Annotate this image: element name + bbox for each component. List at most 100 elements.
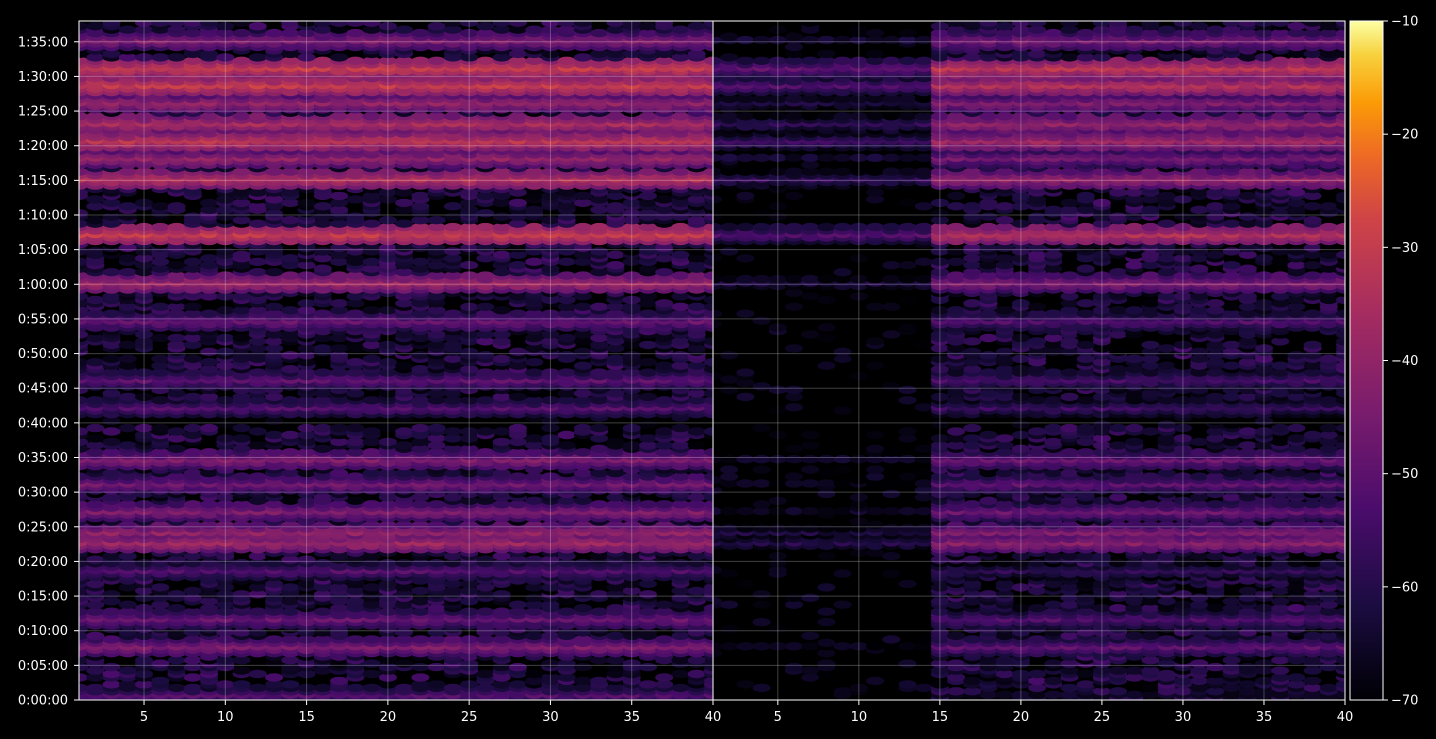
heat-cell bbox=[79, 219, 88, 228]
heat-cell bbox=[248, 268, 267, 277]
heat-cell bbox=[525, 669, 544, 679]
heat-cell bbox=[346, 309, 365, 318]
heat-cell bbox=[135, 593, 153, 602]
heat-cell bbox=[135, 656, 153, 665]
heat-cell bbox=[167, 261, 186, 270]
heat-cell bbox=[135, 423, 153, 433]
heat-cell bbox=[167, 309, 186, 318]
heat-cell bbox=[79, 586, 88, 596]
heat-cell bbox=[492, 607, 511, 616]
heat-cell bbox=[232, 434, 251, 443]
heat-cell bbox=[118, 243, 137, 253]
heat-cell bbox=[476, 427, 495, 436]
heat-cell bbox=[232, 590, 251, 599]
heat-cell bbox=[232, 680, 251, 689]
heat-cell bbox=[79, 656, 88, 665]
heat-cell bbox=[313, 344, 332, 353]
heat-cell bbox=[216, 635, 235, 644]
heat-cell bbox=[135, 167, 153, 176]
heat-cell bbox=[135, 500, 153, 509]
heat-cell bbox=[86, 500, 105, 509]
heat-cell bbox=[200, 112, 219, 121]
heat-cell bbox=[216, 333, 235, 343]
heat-cell bbox=[183, 662, 202, 672]
heat-cell bbox=[557, 56, 576, 65]
heat-cell bbox=[248, 257, 267, 266]
heat-cell bbox=[476, 669, 495, 679]
heat-cell bbox=[79, 292, 88, 301]
heat-cell bbox=[216, 292, 235, 301]
heat-cell bbox=[525, 205, 544, 214]
heat-cell bbox=[151, 448, 170, 457]
heat-cell bbox=[102, 389, 121, 398]
heat-cell bbox=[216, 520, 235, 530]
heat-cell bbox=[102, 368, 121, 377]
heat-cell bbox=[508, 472, 527, 481]
heat-cell bbox=[216, 583, 235, 592]
heat-cell bbox=[330, 21, 349, 27]
heat-cell bbox=[118, 361, 137, 370]
heat-cell bbox=[79, 559, 88, 568]
heat-cell bbox=[167, 222, 186, 232]
heat-cell bbox=[443, 212, 462, 221]
heat-cell bbox=[313, 56, 332, 65]
heat-cell bbox=[167, 472, 186, 481]
heat-cell bbox=[248, 427, 267, 436]
heat-cell bbox=[86, 195, 105, 204]
heat-cell bbox=[411, 56, 430, 65]
heat-cell bbox=[525, 358, 544, 367]
heat-cell bbox=[281, 351, 300, 360]
heat-cell bbox=[167, 656, 186, 665]
heat-cell bbox=[183, 683, 202, 693]
heat-cell bbox=[135, 261, 153, 270]
heat-cell bbox=[281, 254, 300, 263]
heat-cell bbox=[135, 112, 153, 121]
heat-cell bbox=[232, 423, 251, 433]
heat-cell bbox=[200, 468, 219, 478]
heat-cell bbox=[362, 354, 381, 363]
heat-cell bbox=[86, 579, 105, 589]
heat-cell bbox=[167, 604, 186, 613]
heat-cell bbox=[573, 559, 592, 568]
heat-cell bbox=[476, 209, 495, 218]
heat-cell bbox=[183, 264, 202, 273]
heat-cell bbox=[86, 631, 105, 641]
heat-cell bbox=[248, 669, 267, 679]
heat-cell bbox=[476, 222, 495, 232]
heat-cell bbox=[525, 496, 544, 505]
heat-cell bbox=[118, 302, 137, 311]
heat-cell bbox=[183, 448, 202, 457]
heat-cell bbox=[427, 22, 446, 31]
heat-cell bbox=[86, 448, 105, 457]
heat-cell bbox=[476, 56, 495, 65]
heat-cell bbox=[525, 222, 544, 232]
heat-cell bbox=[216, 607, 235, 616]
heat-cell bbox=[167, 444, 186, 453]
heat-cell bbox=[151, 333, 170, 343]
heat-cell bbox=[135, 430, 153, 440]
heat-cell bbox=[330, 299, 349, 308]
heat-cell bbox=[118, 167, 137, 176]
heat-cell bbox=[427, 662, 446, 672]
heat-cell bbox=[86, 683, 105, 693]
heat-cell bbox=[151, 659, 170, 668]
heat-cell bbox=[102, 468, 121, 478]
heat-cell bbox=[313, 247, 332, 256]
heat-cell bbox=[281, 365, 300, 374]
heat-cell bbox=[508, 261, 527, 270]
heat-cell bbox=[79, 56, 88, 65]
heat-cell bbox=[200, 309, 219, 318]
heat-cell bbox=[573, 222, 592, 232]
heat-cell bbox=[102, 354, 121, 363]
heat-cell bbox=[102, 292, 121, 301]
heat-cell bbox=[508, 600, 527, 609]
heat-cell bbox=[135, 631, 153, 641]
heat-cell bbox=[395, 25, 414, 34]
heat-cell bbox=[183, 559, 202, 568]
heat-cell bbox=[443, 427, 462, 436]
heat-cell bbox=[86, 309, 105, 318]
heat-cell bbox=[118, 392, 137, 402]
heat-cell bbox=[313, 202, 332, 211]
heat-cell bbox=[216, 361, 235, 370]
heat-cell bbox=[395, 559, 414, 568]
